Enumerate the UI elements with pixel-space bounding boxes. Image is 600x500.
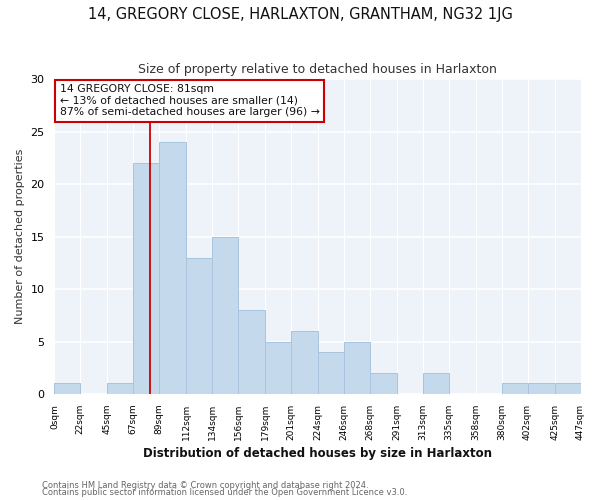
Bar xyxy=(318,352,344,394)
Bar xyxy=(423,373,449,394)
Text: Contains public sector information licensed under the Open Government Licence v3: Contains public sector information licen… xyxy=(42,488,407,497)
X-axis label: Distribution of detached houses by size in Harlaxton: Distribution of detached houses by size … xyxy=(143,447,492,460)
Text: 14, GREGORY CLOSE, HARLAXTON, GRANTHAM, NG32 1JG: 14, GREGORY CLOSE, HARLAXTON, GRANTHAM, … xyxy=(88,8,512,22)
Y-axis label: Number of detached properties: Number of detached properties xyxy=(15,149,25,324)
Bar xyxy=(344,342,370,394)
Bar xyxy=(370,373,397,394)
Text: 14 GREGORY CLOSE: 81sqm
← 13% of detached houses are smaller (14)
87% of semi-de: 14 GREGORY CLOSE: 81sqm ← 13% of detache… xyxy=(59,84,320,117)
Bar xyxy=(159,142,186,394)
Bar xyxy=(502,384,527,394)
Bar xyxy=(55,384,80,394)
Bar xyxy=(238,310,265,394)
Bar xyxy=(291,331,318,394)
Title: Size of property relative to detached houses in Harlaxton: Size of property relative to detached ho… xyxy=(138,62,497,76)
Bar xyxy=(186,258,212,394)
Bar xyxy=(212,236,238,394)
Bar xyxy=(527,384,554,394)
Text: Contains HM Land Registry data © Crown copyright and database right 2024.: Contains HM Land Registry data © Crown c… xyxy=(42,480,368,490)
Bar xyxy=(554,384,581,394)
Bar xyxy=(133,164,159,394)
Bar xyxy=(265,342,291,394)
Bar xyxy=(107,384,133,394)
